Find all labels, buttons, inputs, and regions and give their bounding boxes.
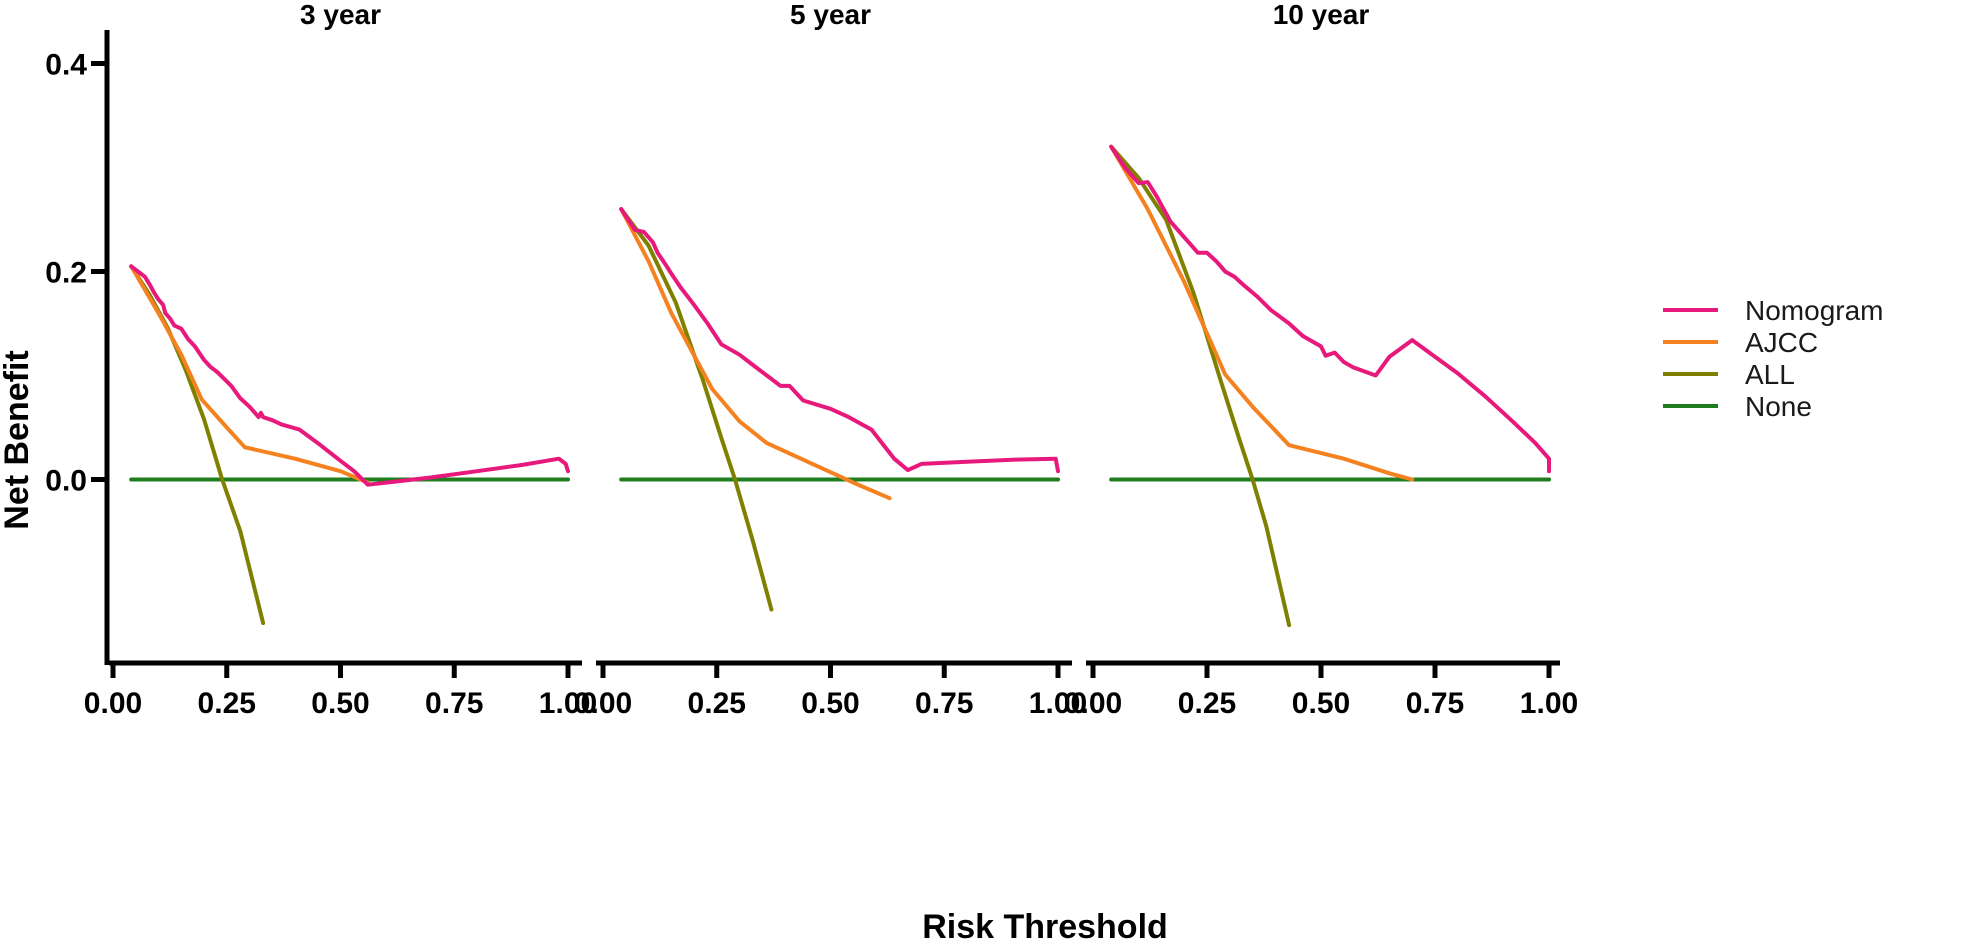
- series-line-all: [1109, 144, 1292, 628]
- x-tick-label: 0.00: [84, 687, 142, 720]
- legend-item-all: ALL: [1663, 359, 1795, 390]
- x-tick-label: 0.25: [1178, 687, 1236, 720]
- y-axis: 0.0 0.2 0.4: [45, 30, 110, 665]
- series-line-nomogram: [1109, 144, 1551, 474]
- panel-1: 3 year 0.00 0.25 0.50 0.75 1.00: [84, 0, 597, 720]
- y-tick-label: 0.4: [45, 49, 87, 82]
- series-line-nomogram: [129, 264, 570, 487]
- legend-item-ajcc: AJCC: [1663, 327, 1818, 358]
- x-tick-label: 0.75: [1406, 687, 1464, 720]
- y-tick-label: 0.2: [45, 257, 87, 290]
- legend-item-nomogram: Nomogram: [1663, 295, 1883, 326]
- panel-2: 5 year 0.00 0.25 0.50 0.75 1.00: [574, 0, 1087, 720]
- x-tick-label: 0.25: [198, 687, 256, 720]
- x-tick-label: 0.75: [915, 687, 973, 720]
- y-axis-title: Net Benefit: [0, 350, 36, 529]
- panel-title: 3 year: [300, 0, 381, 30]
- x-tick-label: 1.00: [1029, 687, 1087, 720]
- series-line-nomogram: [619, 207, 1060, 474]
- x-axis-title: Risk Threshold: [922, 908, 1168, 946]
- series-line-ajcc: [1109, 144, 1415, 482]
- legend-label: Nomogram: [1745, 295, 1883, 326]
- series-line-ajcc: [619, 207, 892, 501]
- series-line-ajcc: [129, 264, 370, 485]
- legend-label: None: [1745, 391, 1812, 422]
- x-tick-label: 0.75: [425, 687, 483, 720]
- x-tick-label: 0.25: [688, 687, 746, 720]
- x-tick-label: 0.50: [801, 687, 859, 720]
- x-tick-label: 0.00: [574, 687, 632, 720]
- legend-label: AJCC: [1745, 327, 1818, 358]
- panels-layer: 3 year 0.00 0.25 0.50 0.75 1.00 5 year 0.00 0.25…: [84, 0, 1578, 720]
- panel-3: 10 year 0.00 0.25 0.50 0.75 1.00: [1064, 0, 1578, 720]
- x-tick-label: 0.50: [311, 687, 369, 720]
- x-tick-label: 0.00: [1064, 687, 1122, 720]
- panel-title: 10 year: [1273, 0, 1370, 30]
- x-tick-label: 1.00: [539, 687, 597, 720]
- x-tick-label: 1.00: [1520, 687, 1578, 720]
- x-tick-label: 0.50: [1292, 687, 1350, 720]
- panel-title: 5 year: [790, 0, 871, 30]
- legend-item-none: None: [1663, 391, 1812, 422]
- y-tick-label: 0.0: [45, 465, 87, 498]
- series-line-all: [619, 207, 774, 612]
- legend-label: ALL: [1745, 359, 1795, 390]
